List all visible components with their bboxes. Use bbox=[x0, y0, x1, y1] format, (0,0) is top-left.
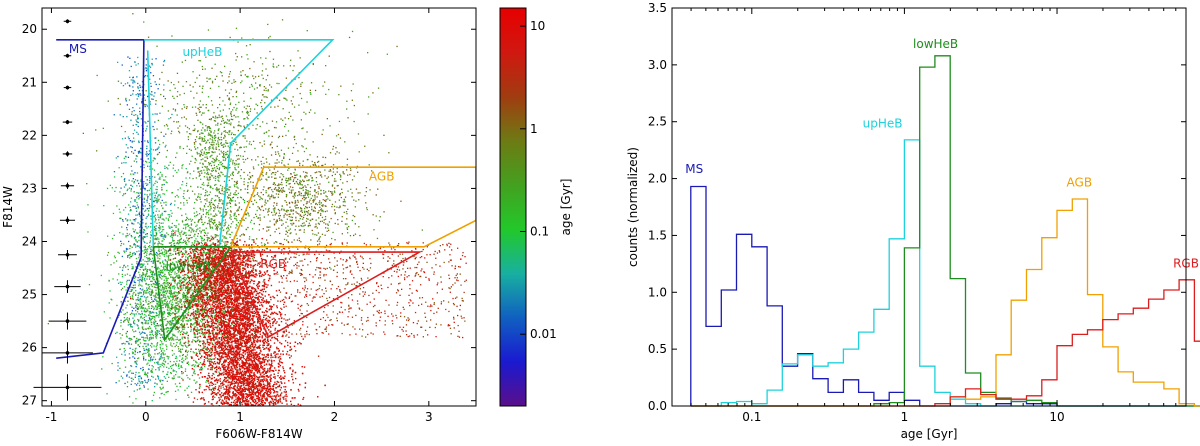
error-bar bbox=[48, 312, 87, 330]
y-tick-label: 21 bbox=[22, 75, 37, 89]
colorbar-tick-label: 10 bbox=[530, 19, 545, 33]
y-tick-label: 2.0 bbox=[648, 172, 667, 186]
x-axis-label: F606W-F814W bbox=[215, 427, 302, 441]
error-bar bbox=[58, 249, 77, 260]
region-rgb-outline bbox=[229, 251, 423, 339]
cmd-background bbox=[42, 8, 476, 406]
x-tick-label: 3 bbox=[425, 410, 433, 424]
colorbar-gradient bbox=[499, 7, 527, 407]
x-tick-label: 1 bbox=[901, 410, 909, 424]
y-tick-label: 0.0 bbox=[648, 399, 667, 413]
y-tick-label: 24 bbox=[22, 234, 37, 248]
x-tick-label: -1 bbox=[45, 410, 57, 424]
colorbar-tick-label: 0.01 bbox=[530, 327, 557, 341]
region-lowheb-label: lowHeB bbox=[166, 260, 211, 274]
x-tick-label: 1 bbox=[236, 410, 244, 424]
y-tick-label: 23 bbox=[22, 181, 37, 195]
error-bar bbox=[59, 216, 76, 224]
error-bar bbox=[60, 182, 75, 189]
colorbar-label: age [Gyr] bbox=[559, 179, 573, 236]
error-bar bbox=[63, 85, 72, 90]
region-upheb-label: upHeB bbox=[182, 45, 222, 59]
y-tick-label: 26 bbox=[22, 341, 37, 355]
colorbar-tick-label: 0.1 bbox=[530, 225, 549, 239]
y-tick-label: 27 bbox=[22, 394, 37, 408]
x-tick-label: 2 bbox=[331, 410, 339, 424]
histogram-background bbox=[672, 8, 1186, 406]
error-bar bbox=[33, 374, 102, 401]
y-tick-label: 25 bbox=[22, 288, 37, 302]
error-bar bbox=[63, 53, 72, 58]
region-agb-label: AGB bbox=[369, 170, 395, 184]
histogram-frame bbox=[671, 7, 1187, 407]
x-tick-label: 10 bbox=[1049, 410, 1064, 424]
y-axis-label: counts (normalized) bbox=[626, 147, 640, 267]
region-upheb-outline bbox=[143, 38, 335, 248]
histogram-agb-label: AGB bbox=[1067, 176, 1093, 190]
error-bar bbox=[63, 19, 72, 24]
y-tick-label: 3.5 bbox=[648, 1, 667, 15]
y-tick-label: 2.5 bbox=[648, 115, 667, 129]
colorbar-tick-label: 1 bbox=[530, 122, 538, 136]
error-bar bbox=[62, 119, 73, 125]
y-tick-label: 20 bbox=[22, 22, 37, 36]
y-tick-label: 1.0 bbox=[648, 285, 667, 299]
histogram-ms-label: MS bbox=[685, 162, 703, 176]
histogram-lowheb-label: lowHeB bbox=[913, 37, 958, 51]
error-bar bbox=[42, 342, 93, 364]
region-ms-label: MS bbox=[69, 42, 87, 56]
error-bar bbox=[54, 280, 81, 293]
y-tick-label: 0.5 bbox=[648, 342, 667, 356]
cmd-frame bbox=[41, 7, 477, 407]
histogram-upheb-label: upHeB bbox=[863, 116, 903, 130]
x-axis-label: age [Gyr] bbox=[901, 427, 958, 441]
y-axis-label: F814W bbox=[1, 186, 15, 228]
y-tick-label: 1.5 bbox=[648, 228, 667, 242]
y-tick-label: 22 bbox=[22, 128, 37, 142]
x-tick-label: 0.1 bbox=[742, 410, 761, 424]
x-tick-label: 0 bbox=[142, 410, 150, 424]
region-rgb-label: RGB bbox=[260, 257, 286, 271]
y-tick-label: 3.0 bbox=[648, 58, 667, 72]
age-colorbar: 0.01 0.1 1 10 age [Gyr] bbox=[499, 7, 573, 407]
region-agb-outline bbox=[229, 166, 476, 248]
error-bar bbox=[62, 151, 73, 157]
region-ms-outline bbox=[56, 38, 145, 359]
